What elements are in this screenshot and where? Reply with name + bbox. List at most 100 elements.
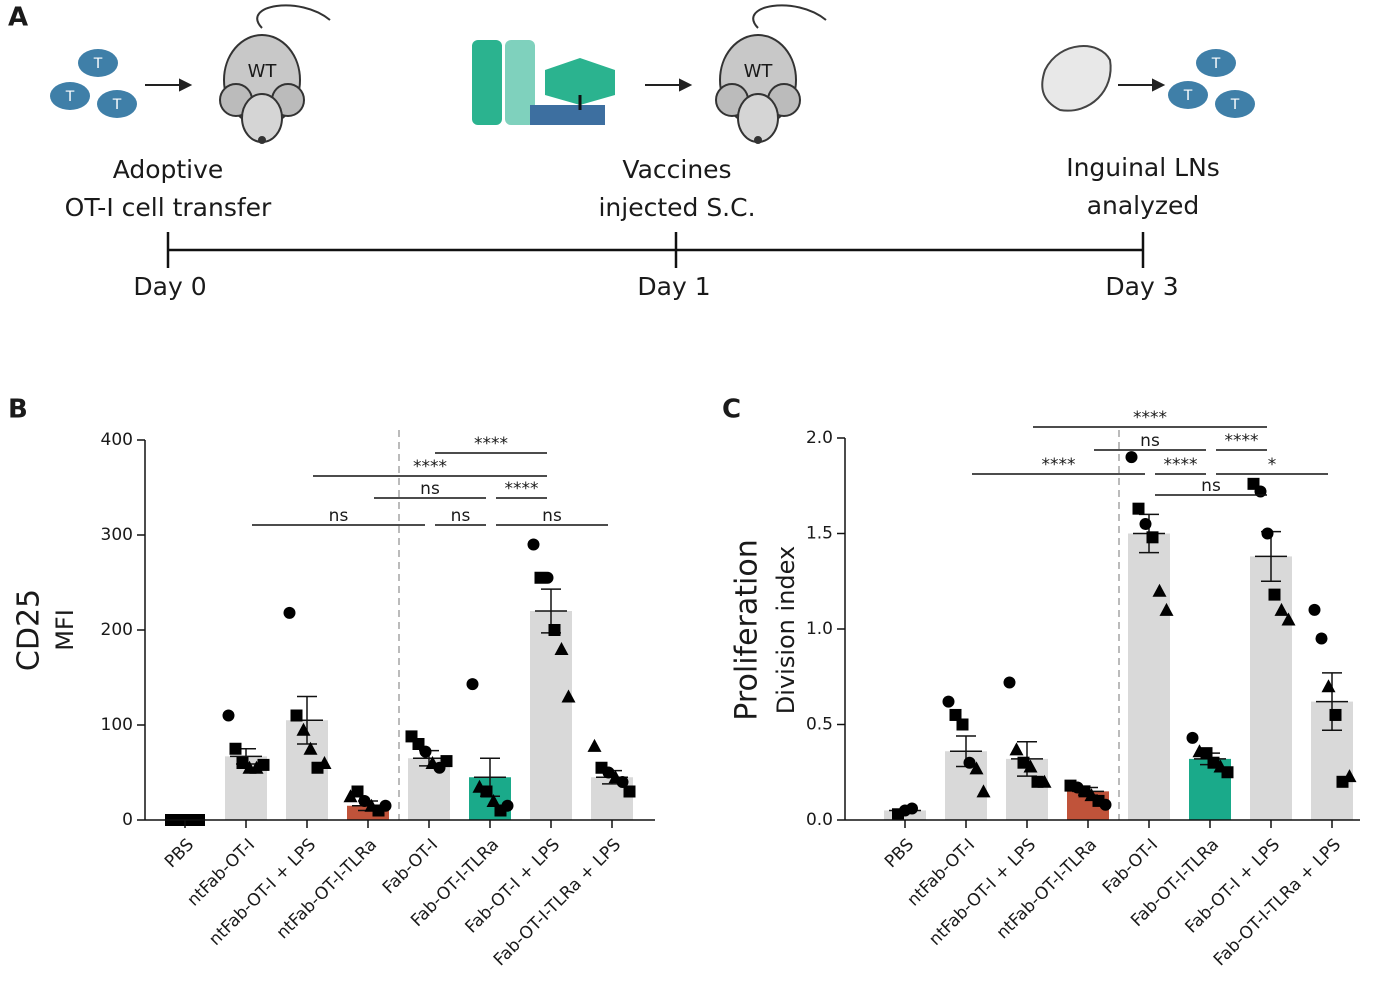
point xyxy=(1152,583,1167,597)
point xyxy=(379,799,392,812)
y-tick-label: 200 xyxy=(101,620,133,640)
x-tick-label: Fab-OT-I xyxy=(379,835,442,898)
lymph-node xyxy=(1041,45,1112,112)
point xyxy=(623,785,636,798)
point xyxy=(236,757,249,769)
point xyxy=(303,741,318,755)
error-bar xyxy=(291,695,323,745)
step-text: analyzed xyxy=(1087,191,1200,220)
significance-label: **** xyxy=(474,434,508,454)
point xyxy=(1023,759,1038,773)
point xyxy=(412,738,425,750)
point xyxy=(942,695,955,708)
point xyxy=(602,766,615,779)
point xyxy=(541,571,554,584)
vaccine xyxy=(472,40,615,125)
point xyxy=(969,761,984,775)
point xyxy=(358,795,371,807)
point xyxy=(976,784,991,798)
point xyxy=(1274,602,1289,616)
significance-label: **** xyxy=(413,457,447,477)
point xyxy=(1139,517,1152,530)
arrows xyxy=(145,78,1166,92)
point xyxy=(1221,766,1234,779)
x-tick-label: PBS xyxy=(161,835,198,872)
x-tick-label: PBS xyxy=(881,835,918,872)
significance-label: **** xyxy=(1225,431,1259,451)
timeline xyxy=(166,232,1145,268)
point xyxy=(296,722,311,736)
day-label: Day 0 xyxy=(133,272,206,301)
x-tick-label: Fab-OT-I xyxy=(1099,835,1162,898)
t-label: T xyxy=(65,89,75,105)
point xyxy=(466,678,479,691)
t-label: T xyxy=(1183,88,1193,104)
y-tick-label: 0 xyxy=(122,810,133,830)
point xyxy=(1099,798,1112,811)
day-label: Day 3 xyxy=(1105,272,1178,301)
point xyxy=(1132,502,1145,515)
error-bar xyxy=(474,757,506,797)
y-axis-title: CD25 xyxy=(12,589,47,671)
point xyxy=(501,799,514,812)
point xyxy=(1207,756,1220,769)
point xyxy=(1037,774,1052,788)
point xyxy=(419,745,432,758)
step-text: OT-I cell transfer xyxy=(65,193,272,222)
point xyxy=(527,538,540,551)
mouse xyxy=(715,4,827,144)
point xyxy=(440,755,453,768)
significance-label: ns xyxy=(1201,476,1221,496)
point xyxy=(1342,769,1357,783)
point xyxy=(554,642,569,655)
bar xyxy=(1128,533,1170,820)
point xyxy=(616,776,629,788)
significance-label: ns xyxy=(420,479,440,499)
t-label: T xyxy=(93,56,103,72)
step-text: Inguinal LNs xyxy=(1066,153,1220,182)
t-labels: T T T T T T xyxy=(65,56,1240,113)
point xyxy=(956,718,969,731)
y-tick-label: 1.0 xyxy=(806,619,833,639)
point xyxy=(229,742,242,755)
y-axis-title: Proliferation xyxy=(730,539,765,720)
point xyxy=(1200,747,1213,760)
point xyxy=(1268,588,1281,601)
panel-label: C xyxy=(722,395,741,425)
point xyxy=(1017,756,1030,769)
y-tick-label: 1.5 xyxy=(806,524,833,544)
t-label: T xyxy=(112,97,122,113)
x-tick-label: ntFab-OT-I + LPS xyxy=(925,835,1040,950)
point xyxy=(1329,708,1342,721)
point xyxy=(343,789,358,803)
point xyxy=(1247,477,1260,490)
panel-label: A xyxy=(8,3,28,33)
significance-label: **** xyxy=(1042,455,1076,475)
point xyxy=(1125,451,1138,464)
schematic: A T T T T T T xyxy=(8,3,1255,301)
significance-label: ns xyxy=(1140,431,1160,451)
day-label: Day 1 xyxy=(637,272,710,301)
point xyxy=(257,758,270,771)
point xyxy=(1308,603,1321,616)
point xyxy=(561,689,576,703)
significance-label: **** xyxy=(505,479,539,499)
y-tick-label: 100 xyxy=(101,715,133,735)
point xyxy=(317,756,332,769)
point xyxy=(222,709,235,722)
y-tick-label: 0.0 xyxy=(806,810,833,830)
y-tick-label: 2.0 xyxy=(806,428,833,448)
point xyxy=(1146,531,1159,544)
mouse-label: WT xyxy=(744,61,774,82)
point xyxy=(1321,679,1336,693)
step-text: Vaccines xyxy=(622,155,731,184)
mouse xyxy=(219,4,331,144)
point xyxy=(1261,527,1274,540)
point xyxy=(1003,676,1016,689)
x-tick-label: ntFab-OT-I + LPS xyxy=(205,835,320,950)
t-label: T xyxy=(1230,97,1240,113)
t-cells xyxy=(50,49,1255,118)
significance-label: ns xyxy=(542,506,562,526)
t-label: T xyxy=(1211,56,1221,72)
